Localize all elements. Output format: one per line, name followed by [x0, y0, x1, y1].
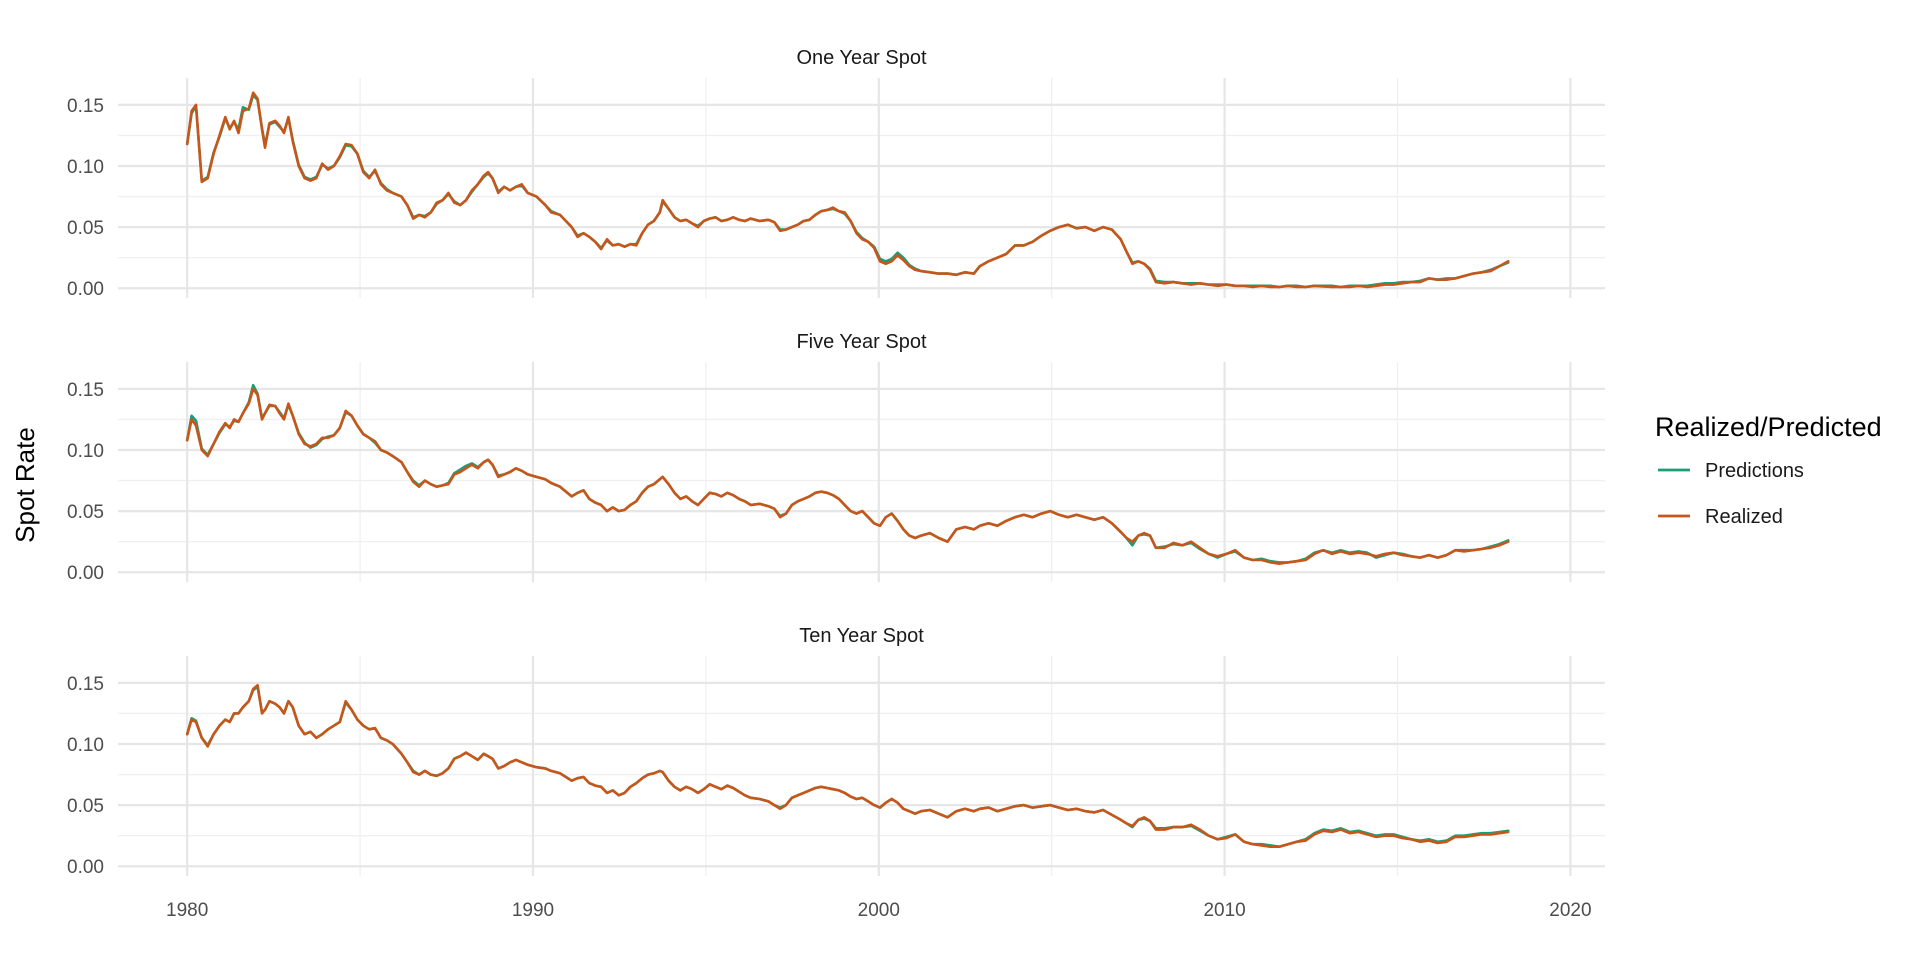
y-tick-label: 0.00 [67, 563, 104, 584]
legend-label-predictions: Predictions [1705, 460, 1804, 482]
y-axis-title: Spot Rate [10, 427, 40, 543]
y-tick-label: 0.10 [67, 735, 104, 756]
x-tick-label: 1980 [166, 900, 208, 921]
y-tick-label: 0.05 [67, 502, 104, 523]
x-tick-label: 2000 [858, 900, 900, 921]
series-line-realized [185, 387, 1510, 566]
panel-3: Ten Year Spot 0.00 0.05 0.10 0.15 [67, 625, 1605, 878]
x-tick-label: 2020 [1549, 900, 1591, 921]
series-line-predictions [185, 383, 1510, 564]
series-line-realized [185, 91, 1510, 289]
y-tick-label: 0.00 [67, 857, 104, 878]
series-line-realized [185, 683, 1510, 849]
legend-title: Realized/Predicted [1655, 412, 1882, 442]
legend-label-realized: Realized [1705, 506, 1783, 528]
x-tick-label: 1990 [512, 900, 554, 921]
y-tick-label: 0.15 [67, 674, 104, 695]
y-tick-label: 0.10 [67, 441, 104, 462]
panel-1: One Year Spot 0.00 0.05 0.10 0.15 [67, 47, 1605, 300]
y-tick-label: 0.05 [67, 218, 104, 239]
legend: Realized/Predicted Predictions Realized [1655, 412, 1882, 528]
x-tick-label: 2010 [1203, 900, 1245, 921]
panel-2: Five Year Spot 0.00 0.05 0.10 0.15 [67, 331, 1605, 584]
panel-title: One Year Spot [796, 47, 927, 69]
y-tick-label: 0.00 [67, 279, 104, 300]
y-tick-label: 0.10 [67, 157, 104, 178]
panel-title: Ten Year Spot [799, 625, 924, 647]
panel-title: Five Year Spot [796, 331, 927, 353]
series-line-predictions [185, 685, 1510, 849]
y-tick-label: 0.05 [67, 796, 104, 817]
y-tick-label: 0.15 [67, 380, 104, 401]
y-tick-label: 0.15 [67, 96, 104, 117]
